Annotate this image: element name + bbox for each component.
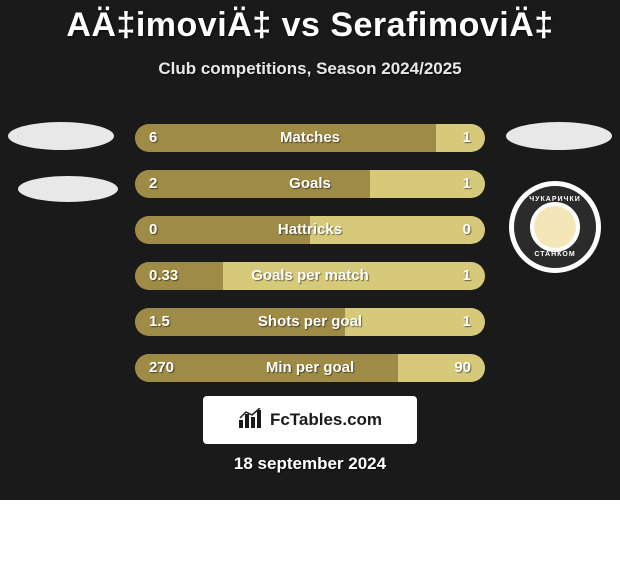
stat-row: 0.331Goals per match	[135, 262, 485, 290]
club-right-badge: ЧУКАРИЧКИ СТАНКОМ	[506, 178, 604, 276]
brand-plate[interactable]: FcTables.com	[203, 396, 417, 444]
stat-value-right: 90	[454, 354, 471, 382]
player-left-avatar	[8, 122, 114, 150]
club-left-badge-placeholder	[18, 176, 118, 202]
stat-row: 61Matches	[135, 124, 485, 152]
stat-value-right: 1	[463, 170, 471, 198]
date-text: 18 september 2024	[0, 454, 620, 474]
stat-fill-left	[135, 170, 370, 198]
stat-row: 27090Min per goal	[135, 354, 485, 382]
stat-value-right: 0	[463, 216, 471, 244]
subtitle: Club competitions, Season 2024/2025	[0, 59, 620, 79]
stat-row: 21Goals	[135, 170, 485, 198]
stats-container: 61Matches21Goals00Hattricks0.331Goals pe…	[135, 124, 485, 400]
stat-value-right: 1	[463, 308, 471, 336]
stat-value-left: 0.33	[149, 262, 178, 290]
badge-text-top: ЧУКАРИЧКИ	[506, 196, 604, 203]
stat-fill-left	[135, 216, 310, 244]
stat-value-left: 2	[149, 170, 157, 198]
stat-value-right: 1	[463, 262, 471, 290]
brand-logo-icon	[238, 408, 262, 433]
stat-fill-right	[310, 216, 485, 244]
player-right-avatar	[506, 122, 612, 150]
stat-value-right: 1	[463, 124, 471, 152]
stat-value-left: 0	[149, 216, 157, 244]
stat-fill-left	[135, 354, 398, 382]
stat-value-left: 1.5	[149, 308, 170, 336]
badge-text-bottom: СТАНКОМ	[506, 251, 604, 258]
stat-fill-right	[436, 124, 485, 152]
brand-text: FcTables.com	[270, 410, 382, 430]
comparison-card: AÄ‡imoviÄ‡ vs SerafimoviÄ‡ Club competit…	[0, 0, 620, 500]
badge-inner	[534, 206, 576, 248]
stat-row: 00Hattricks	[135, 216, 485, 244]
page-title: AÄ‡imoviÄ‡ vs SerafimoviÄ‡	[0, 0, 620, 45]
stat-fill-right	[398, 354, 486, 382]
stat-row: 1.51Shots per goal	[135, 308, 485, 336]
stat-value-left: 6	[149, 124, 157, 152]
stat-value-left: 270	[149, 354, 174, 382]
stat-fill-right	[223, 262, 486, 290]
stat-fill-left	[135, 124, 436, 152]
